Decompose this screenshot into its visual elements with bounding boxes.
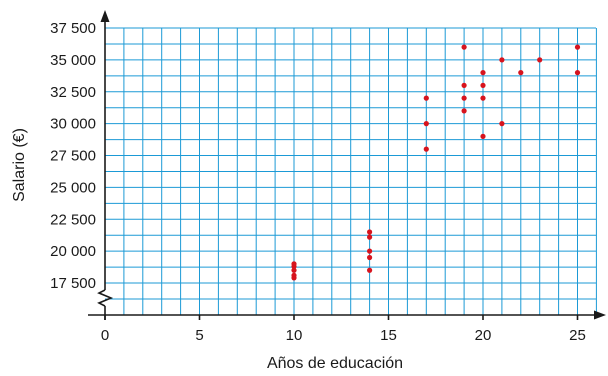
x-axis-title: Años de educación — [267, 355, 403, 372]
x-tick-labels: 0 5 10 15 20 25 — [101, 327, 586, 344]
x-tick-label: 0 — [101, 327, 109, 344]
data-point — [367, 248, 373, 254]
data-point — [461, 44, 467, 50]
data-point — [499, 121, 505, 127]
x-tick-label: 5 — [195, 327, 203, 344]
y-tick-label: 20 000 — [50, 243, 96, 260]
data-point — [291, 267, 297, 273]
y-axis-title: Salario (€) — [11, 128, 28, 202]
data-point — [367, 267, 373, 273]
y-tick-label: 27 500 — [50, 148, 96, 165]
y-tick-label: 17 500 — [50, 275, 96, 292]
data-point — [423, 121, 429, 127]
y-tick-label: 35 000 — [50, 52, 96, 69]
data-point — [291, 263, 297, 270]
data-point — [367, 254, 373, 261]
y-tick-label: 30 000 — [50, 116, 96, 133]
x-tick-label: 20 — [475, 327, 492, 344]
y-axis-break — [97, 289, 114, 307]
axes — [88, 10, 606, 320]
y-tick-label: 25 000 — [50, 179, 96, 196]
y-tick-labels: 17 500 20 000 22 500 25 000 27 500 30 000 32 5… — [50, 20, 96, 292]
x-axis-arrow — [594, 310, 606, 320]
x-tick-label: 25 — [569, 327, 586, 344]
y-tick-label: 22 500 — [50, 211, 96, 228]
data-point — [518, 70, 524, 76]
y-tick-label: 32 500 — [50, 84, 96, 101]
y-tick-label: 37 500 — [50, 20, 96, 37]
data-point — [423, 95, 429, 101]
grid — [105, 27, 597, 315]
data-point — [461, 108, 467, 114]
data-point — [574, 70, 581, 76]
data-point — [291, 275, 297, 281]
data-point — [480, 70, 486, 76]
data-point — [499, 57, 505, 63]
x-tick-label: 15 — [380, 327, 397, 344]
data-point — [574, 44, 581, 50]
data-point — [461, 95, 467, 101]
y-axis-arrow — [100, 10, 110, 22]
data-point — [367, 229, 373, 235]
data-point — [480, 82, 486, 88]
data-point — [461, 82, 467, 88]
x-tick-label: 10 — [286, 327, 303, 344]
data-point — [480, 95, 486, 101]
data-point — [367, 234, 373, 240]
data-points — [291, 44, 581, 281]
data-point — [537, 57, 543, 63]
data-point — [480, 133, 486, 139]
data-point — [423, 146, 429, 152]
